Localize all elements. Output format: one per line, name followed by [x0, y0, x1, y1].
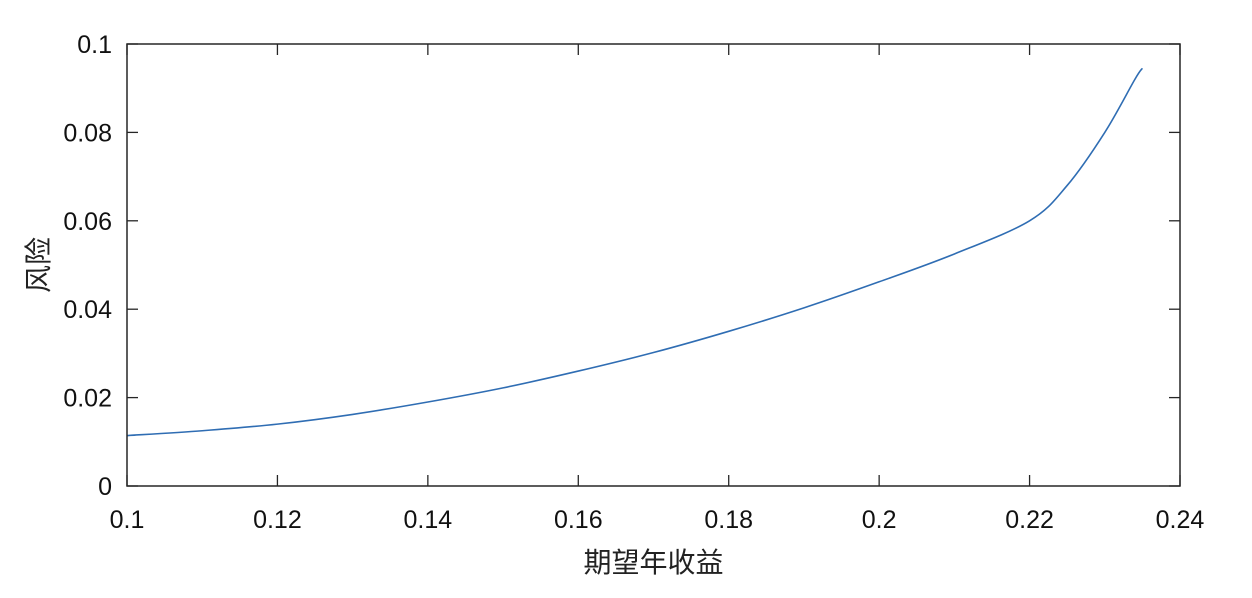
x-axis-title: 期望年收益 [583, 546, 723, 579]
x-tick-label: 0.16 [554, 506, 603, 534]
x-tick-label: 0.14 [404, 506, 453, 534]
y-tick-label: 0.06 [63, 208, 112, 236]
plot-area-frame [126, 43, 1181, 487]
y-tick-label: 0 [98, 473, 112, 501]
series-layer [126, 67, 1144, 437]
x-tick-label: 0.22 [1005, 506, 1054, 534]
tick-marks [126, 43, 1181, 487]
x-tick-label: 0.18 [704, 506, 753, 534]
tick-labels: 0.1 0.12 0.14 0.16 0.18 0.2 0.22 0.24 0 0.02 0.04 0… [63, 31, 1204, 534]
y-tick-label: 0.08 [63, 119, 112, 147]
y-tick-label: 0.04 [63, 296, 112, 324]
x-tick-label: 0.1 [110, 506, 145, 534]
x-tick-label: 0.2 [862, 506, 897, 534]
x-tick-label: 0.12 [253, 506, 302, 534]
y-axis-title: 风险 [22, 237, 55, 293]
series-line [126, 67, 1144, 437]
y-tick-label: 0.1 [77, 31, 112, 59]
x-tick-label: 0.24 [1156, 506, 1205, 534]
y-tick-label: 0.02 [63, 385, 112, 413]
